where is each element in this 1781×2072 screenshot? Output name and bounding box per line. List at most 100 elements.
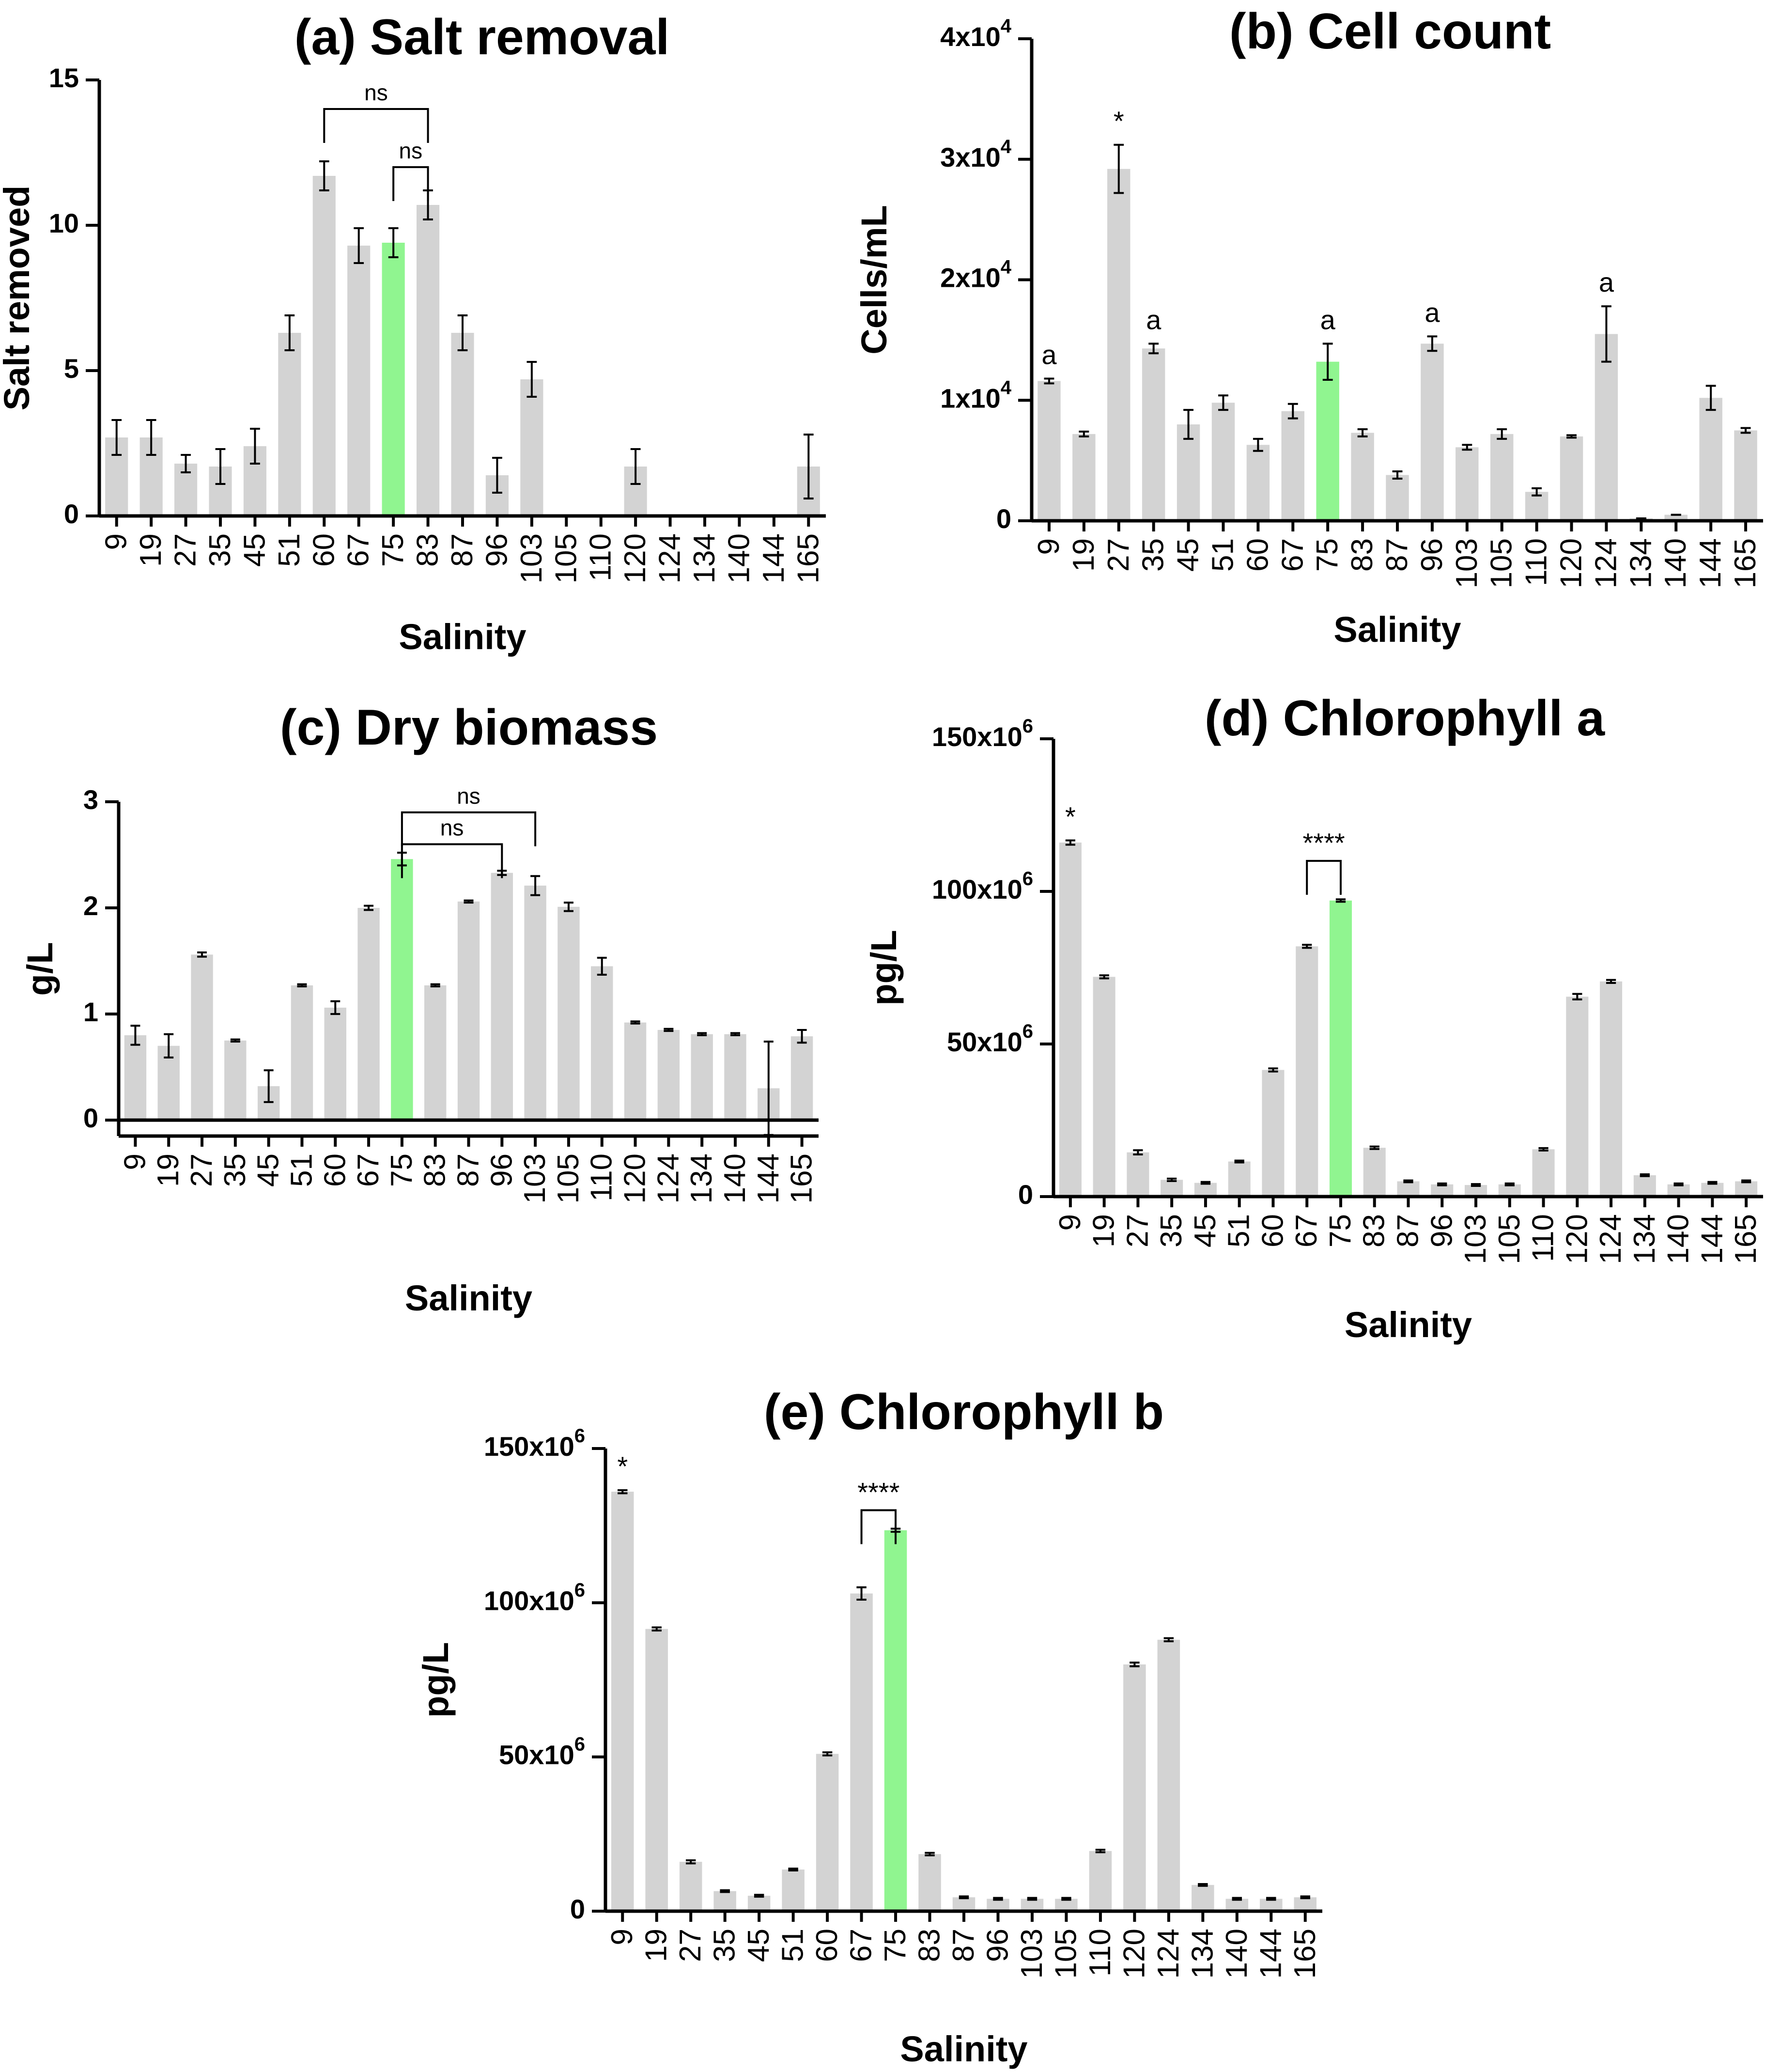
x-tick-label: 144 — [1254, 1929, 1287, 1979]
bar-140 — [724, 1034, 746, 1121]
significance-bracket — [323, 108, 429, 143]
x-tick-label: 105 — [552, 1153, 585, 1203]
x-axis-label: Salinity — [399, 617, 526, 657]
significance-letter: a — [1320, 304, 1336, 335]
x-tick-label: 27 — [169, 533, 202, 567]
x-tick-label: 110 — [584, 533, 618, 581]
x-tick-label: 144 — [757, 533, 790, 583]
x-tick-label: 67 — [845, 1929, 878, 1962]
bar-83 — [1363, 1148, 1386, 1197]
x-axis-label: Salinity — [405, 1278, 532, 1318]
x-tick-label: 75 — [879, 1929, 912, 1962]
x-tick-label: 134 — [1624, 538, 1657, 588]
bar-51 — [291, 985, 313, 1121]
x-tick-label: 96 — [981, 1929, 1014, 1962]
x-tick-label: 103 — [1015, 1929, 1049, 1979]
significance-bracket — [392, 166, 429, 201]
x-tick-label: 35 — [1155, 1214, 1188, 1247]
bar-120 — [1566, 997, 1589, 1197]
x-tick-label: 110 — [1520, 538, 1553, 586]
x-tick-label: 140 — [1220, 1929, 1254, 1979]
y-tick-label: 2 — [83, 890, 98, 921]
x-axis-label: Salinity — [900, 2029, 1027, 2069]
x-tick-label: 51 — [285, 1153, 318, 1187]
x-tick-label: 67 — [342, 533, 375, 567]
x-tick-label: 83 — [1358, 1214, 1391, 1247]
x-tick-label: 96 — [485, 1153, 518, 1187]
y-tick-label: 0 — [996, 503, 1011, 534]
y-axis-label: pg/L — [416, 1642, 456, 1717]
x-tick-label: 51 — [776, 1929, 810, 1962]
x-tick-label: 19 — [640, 1929, 673, 1962]
bar-19 — [1072, 434, 1096, 521]
bar-83 — [417, 205, 440, 516]
chart-panel-b: (b) Cell count Cells/mL Salinity 9 19 27 35 45 5… — [854, 3, 1763, 650]
bar-67 — [347, 246, 371, 516]
bar-45 — [747, 1896, 771, 1911]
x-tick-label: 83 — [1346, 538, 1379, 572]
bar-75 — [1329, 900, 1352, 1197]
bar-9 — [1038, 381, 1061, 521]
bar-51 — [1211, 403, 1235, 521]
bar-140 — [1225, 1899, 1249, 1911]
significance-label: ns — [364, 80, 388, 105]
bar-60 — [324, 1007, 346, 1121]
x-tick-label: 140 — [722, 533, 756, 583]
bar-165 — [1734, 430, 1757, 521]
bar-105 — [1490, 434, 1514, 521]
x-tick-label: 35 — [203, 533, 237, 567]
bar-60 — [816, 1754, 839, 1911]
x-tick-label: 134 — [688, 533, 721, 583]
bar-87 — [457, 901, 480, 1121]
x-tick-label: 19 — [1067, 538, 1100, 572]
x-tick-label: 165 — [1729, 1214, 1763, 1264]
bar-110 — [1525, 492, 1549, 521]
bar-134 — [691, 1034, 713, 1121]
x-tick-label: 87 — [1392, 1214, 1425, 1247]
bar-134 — [1633, 1175, 1656, 1197]
bar-35 — [713, 1891, 736, 1911]
y-tick-label: 100x106 — [484, 1579, 585, 1616]
x-tick-label: 124 — [1594, 1214, 1627, 1264]
x-tick-label: 45 — [742, 1929, 775, 1962]
x-tick-label: 35 — [1137, 538, 1170, 572]
y-tick-label: 15 — [49, 62, 79, 93]
bar-105 — [1498, 1184, 1521, 1197]
chart-panel-a: (a) Salt removal Salt removed Salinity 9 19 2… — [0, 9, 826, 657]
x-tick-label: 87 — [452, 1153, 485, 1187]
bar-60 — [1262, 1070, 1285, 1197]
bar-27 — [1107, 169, 1131, 521]
bar-140 — [1667, 1184, 1690, 1197]
x-tick-label: 9 — [100, 533, 133, 550]
chart-title: (d) Chlorophyll a — [1205, 690, 1605, 747]
bar-134 — [1192, 1885, 1214, 1911]
x-tick-label: 124 — [653, 533, 687, 583]
x-tick-label: 45 — [252, 1153, 285, 1187]
bar-110 — [1089, 1851, 1112, 1911]
significance-letter: a — [1146, 304, 1162, 335]
x-tick-label: 51 — [1206, 538, 1239, 572]
bar-51 — [782, 1869, 805, 1911]
bar-9 — [124, 1035, 147, 1121]
significance-bracket — [401, 811, 537, 846]
y-tick-label: 10 — [49, 208, 79, 238]
x-tick-label: 45 — [1172, 538, 1205, 572]
bar-19 — [1093, 977, 1115, 1197]
y-axis-label: g/L — [20, 942, 60, 996]
y-tick-label: 150x106 — [932, 716, 1033, 752]
bar-67 — [850, 1593, 873, 1911]
x-tick-label: 67 — [1276, 538, 1309, 572]
x-tick-label: 110 — [585, 1153, 619, 1201]
x-tick-label: 140 — [718, 1153, 752, 1203]
x-tick-label: 51 — [273, 533, 306, 567]
bar-124 — [1600, 981, 1623, 1197]
bar-9 — [1059, 842, 1082, 1197]
bar-87 — [1386, 475, 1409, 521]
x-tick-label: 83 — [913, 1929, 946, 1962]
x-tick-label: 67 — [1290, 1214, 1323, 1247]
bar-96 — [1421, 343, 1444, 521]
x-tick-label: 124 — [1152, 1929, 1185, 1979]
bar-67 — [1296, 946, 1318, 1197]
bar-124 — [1595, 334, 1618, 521]
bar-27 — [1127, 1152, 1149, 1197]
